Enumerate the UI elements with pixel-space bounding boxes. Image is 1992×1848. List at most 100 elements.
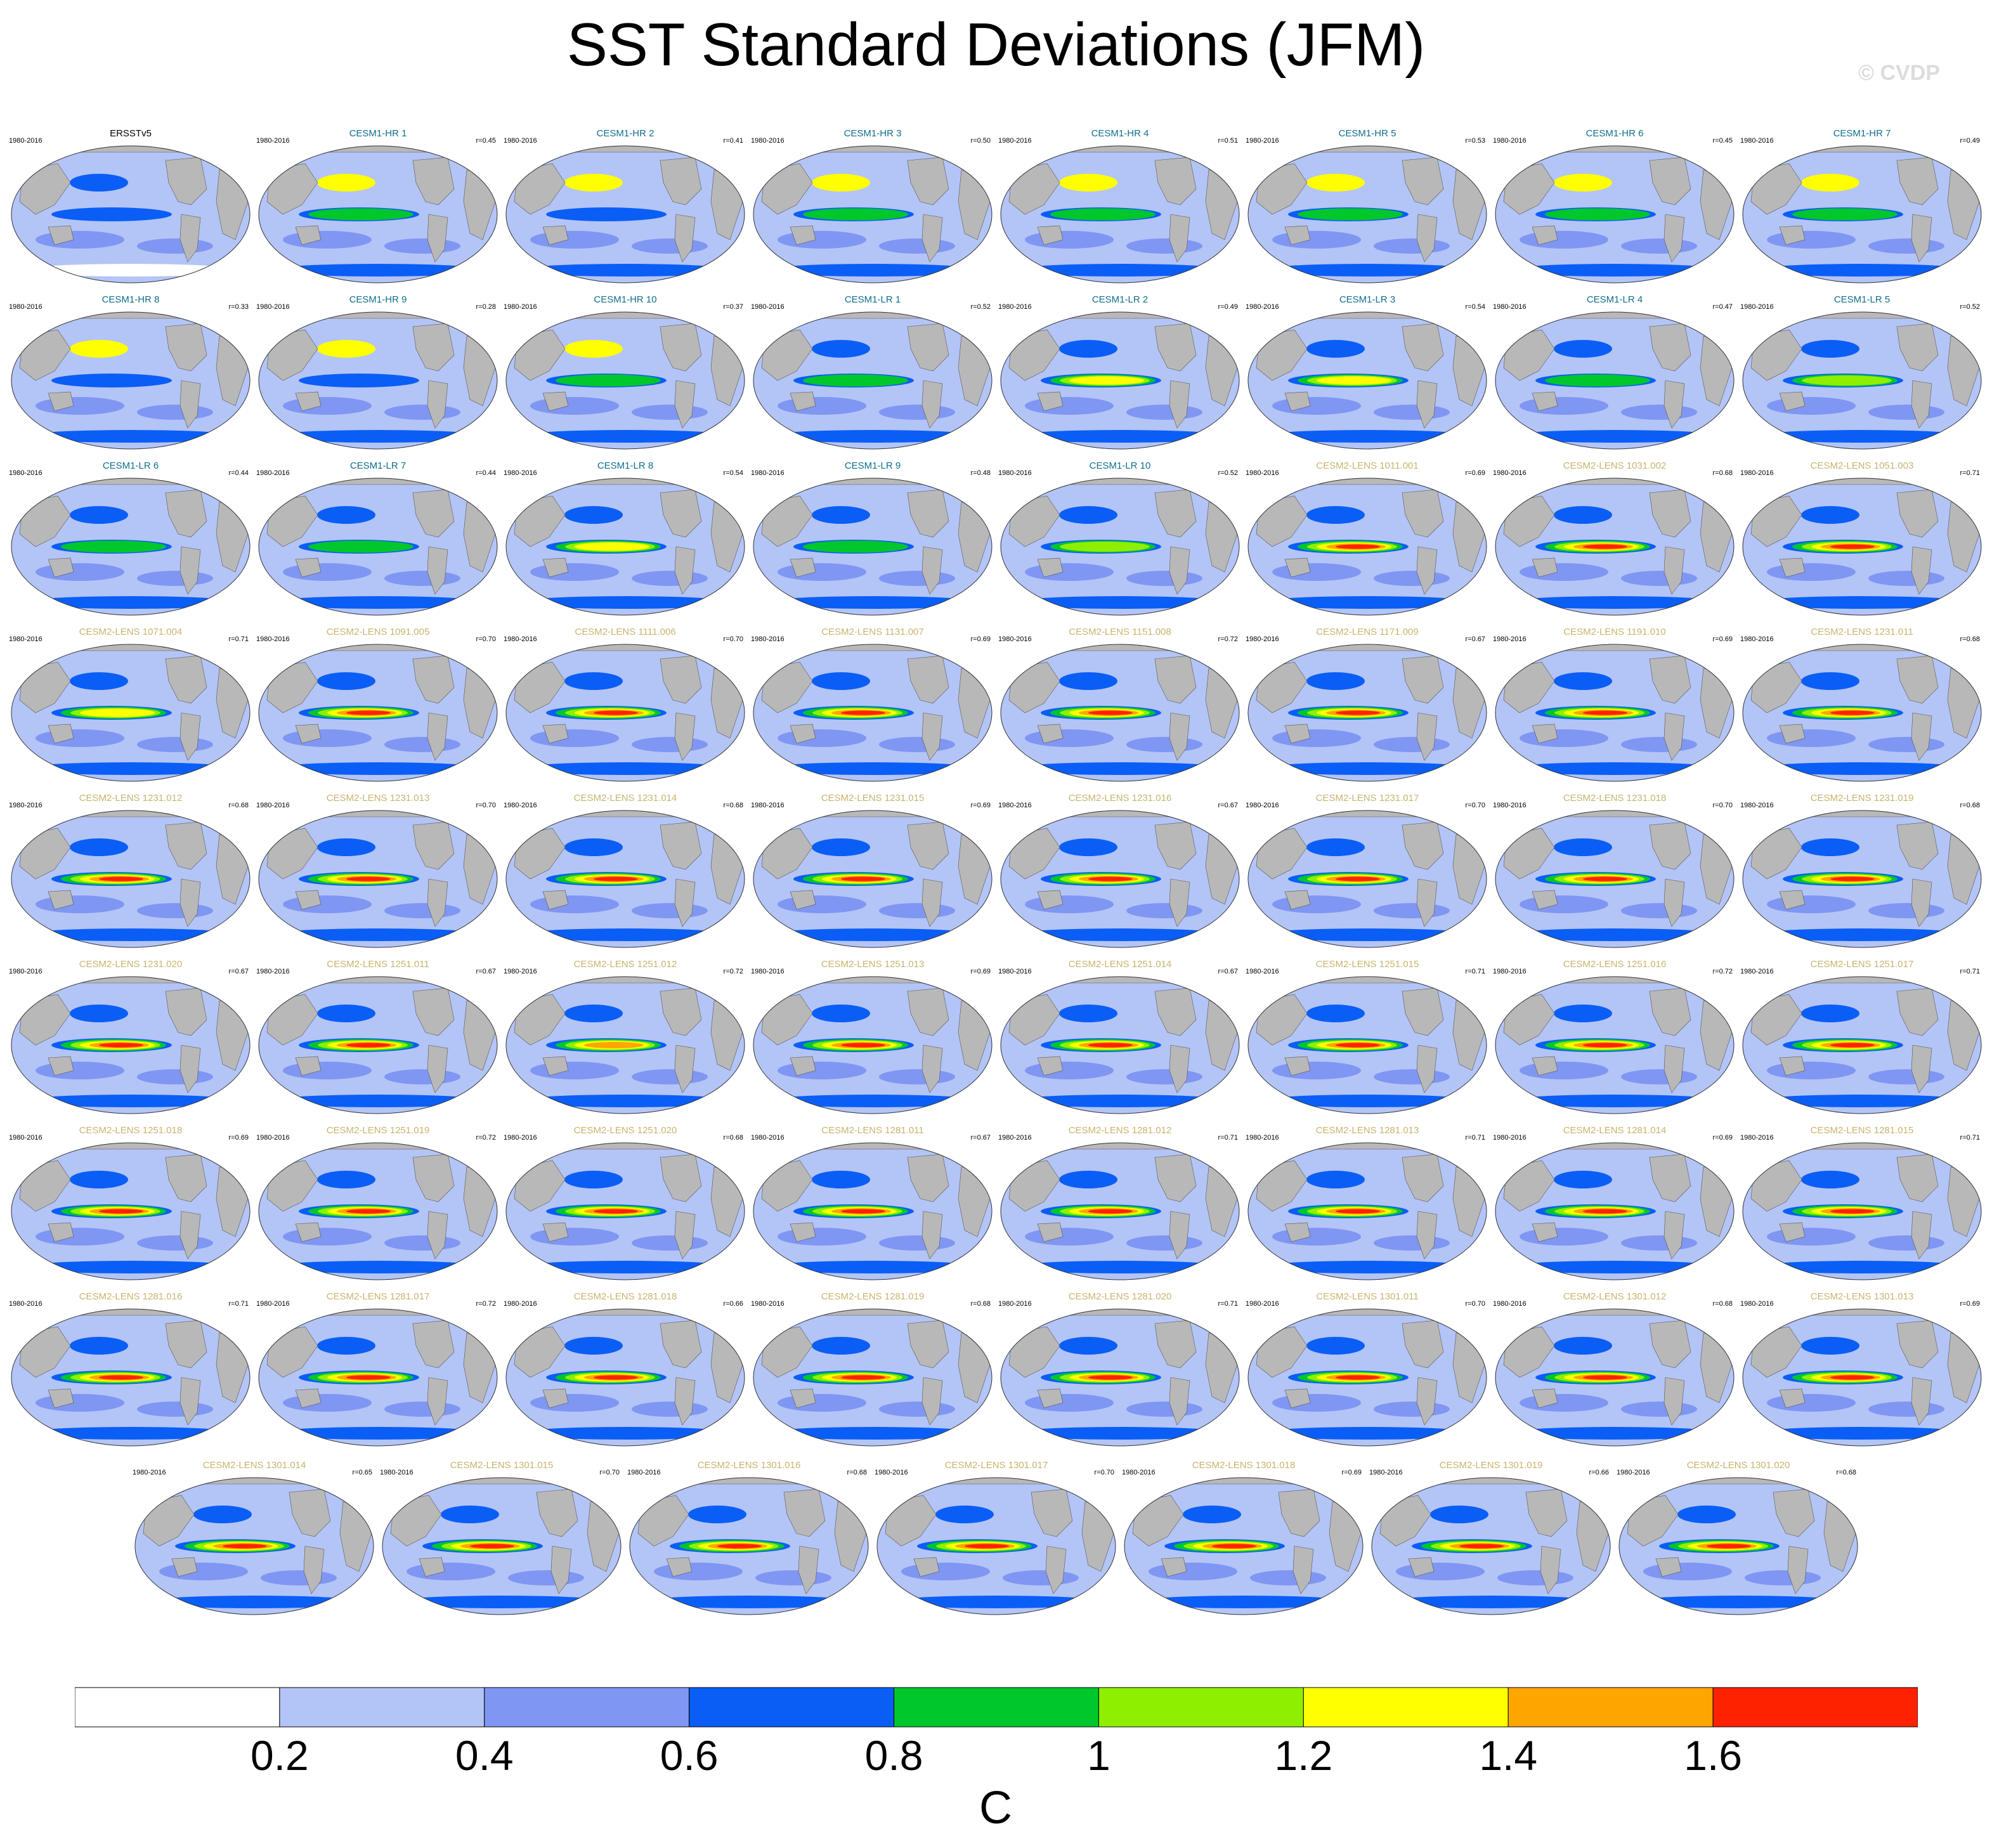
panel-title: CESM1-HR 2 [596,128,654,139]
enso-contour [1088,1375,1133,1380]
panel-title: CESM2-LENS 1051.003 [1810,460,1914,471]
land-mass [761,495,813,547]
land-mass [921,878,943,927]
north-pacific-patch [317,340,375,358]
land-mass [761,661,813,713]
map-outline [11,644,251,782]
land-mass [427,712,448,761]
sst-contour-band [1126,1069,1202,1084]
sst-contour-band [1868,1402,1944,1417]
land-mass [1532,1222,1558,1242]
land-mass [1779,1056,1806,1076]
sst-contour-band [879,903,955,918]
enso-contour [1830,876,1875,882]
sst-contour-band [36,895,124,913]
north-pacific-patch [1554,672,1612,690]
panel-correlation: r=0.54 [1465,303,1486,311]
land-mass [1416,214,1438,263]
panel-correlation: r=0.68 [847,1469,868,1476]
map-panel: 1980-2016 CESM1-HR 9 r=0.28 [255,293,501,452]
panel-years: 1980-2016 [751,968,784,975]
sst-contour-band [283,1062,372,1079]
map-outline [258,1142,498,1280]
map-outline [505,1308,745,1447]
map-outline [1742,478,1982,616]
map-panel: 1980-2016 CESM2-LENS 1011.001 r=0.69 [1244,459,1490,618]
sst-contour-band [407,1563,495,1580]
land-mass [427,878,448,927]
enso-contour [308,540,413,553]
land-mass [179,1211,201,1259]
map-panel: 1980-2016 CESM2-LENS 1231.019 r=0.68 [1739,791,1985,950]
land-mass [1008,163,1060,215]
north-pacific-patch [317,1337,375,1355]
enso-contour [717,1544,762,1549]
sst-contour-band [1126,1402,1202,1417]
panel-title: CESM1-HR 10 [594,294,657,305]
panel-title: CESM2-LENS 1301.019 [1439,1460,1543,1471]
land-mass [921,1044,943,1093]
north-pacific-patch [1801,838,1859,856]
panel-correlation: r=0.67 [1218,968,1239,975]
enso-contour [584,1042,644,1048]
world-sst-map [1000,810,1240,948]
sst-contour-band [632,1069,708,1084]
land-mass [1008,495,1060,547]
panel-years: 1980-2016 [504,635,537,643]
land-mass [1037,1222,1064,1242]
map-panel: 1980-2016 CESM2-LENS 1301.015 r=0.70 [379,1459,625,1617]
panel-title: CESM2-LENS 1281.011 [821,1125,924,1136]
panel-years: 1980-2016 [875,1469,908,1476]
land-mass [542,724,569,744]
sst-contour-band [1260,596,1475,609]
sst-contour-band [1520,397,1608,415]
map-panel: 1980-2016 CESM2-LENS 1281.015 r=0.71 [1739,1124,1985,1282]
sst-contour-band [1621,238,1697,254]
sst-contour-band [1621,571,1697,586]
world-sst-map [1000,644,1240,782]
enso-contour [556,374,661,387]
panel-correlation: r=0.68 [1836,1469,1857,1476]
land-mass [790,391,816,412]
panel-years: 1980-2016 [998,137,1032,145]
panel-title: CESM2-LENS 1251.020 [573,1125,677,1136]
world-sst-map [1742,644,1982,782]
north-pacific-patch [1059,1171,1117,1188]
map-panel: 1980-2016 CESM2-LENS 1231.015 r=0.69 [750,791,996,950]
land-mass [921,1211,943,1259]
map-panel: 1980-2016 CESM2-LENS 1231.016 r=0.67 [997,791,1243,950]
sst-contour-band [1126,1235,1202,1251]
land-mass [1540,1545,1561,1594]
sst-contour-band [283,1394,372,1412]
sst-contour-band [1643,1563,1732,1580]
map-panel: 1980-2016 CESM2-LENS 1131.007 r=0.69 [750,625,996,784]
sst-contour-band [384,238,460,254]
sst-contour-band [270,430,486,443]
land-mass [1132,1495,1184,1547]
land-mass [674,1377,696,1426]
map-panel: 1980-2016 CESM2-LENS 1301.016 r=0.68 [626,1459,872,1617]
sst-contour-band [1868,1069,1944,1084]
sst-contour-band [765,1261,980,1273]
world-sst-map [1742,976,1982,1114]
sst-contour-band [1767,1394,1856,1412]
enso-contour [346,1043,391,1048]
land-mass [19,495,71,547]
sst-contour-band [36,1228,124,1246]
panel-title: CESM2-LENS 1281.014 [1563,1125,1667,1136]
enso-contour [99,1375,143,1380]
panel-years: 1980-2016 [256,1300,290,1308]
sst-contour-band [530,563,619,581]
enso-contour [1583,1043,1627,1048]
sst-contour-band [530,397,619,415]
land-mass [179,1044,201,1093]
land-mass [295,557,322,578]
world-sst-map [753,1142,993,1280]
world-sst-map [1000,1308,1240,1447]
map-panel: 1980-2016 CESM2-LENS 1301.017 r=0.70 [873,1459,1119,1617]
land-mass [295,391,322,412]
enso-contour [841,1375,885,1380]
panel-correlation: r=0.51 [1218,137,1239,145]
north-pacific-patch [1801,506,1859,524]
sst-contour-band [879,405,955,420]
